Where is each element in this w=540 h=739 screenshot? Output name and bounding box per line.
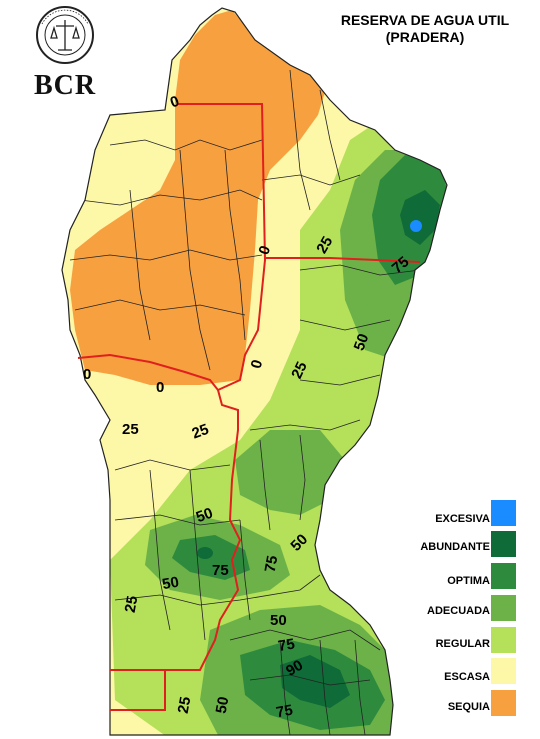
contour-label: 25 (288, 359, 310, 381)
contour-label: 0 (83, 366, 91, 383)
contour-label: 25 (190, 421, 211, 443)
contour-label: 0 (156, 379, 164, 396)
title-line-2: (PRADERA) (385, 29, 465, 45)
bcr-seal-logo (36, 6, 94, 64)
legend-swatch-optima (491, 563, 516, 589)
legend-swatch-excesiva (491, 500, 516, 526)
legend-label-regular: REGULAR (435, 638, 490, 650)
contour-label: 50 (213, 695, 233, 714)
legend-label-optima: OPTIMA (447, 575, 490, 587)
legend-label-escasa: ESCASA (444, 671, 490, 683)
contour-label: 50 (351, 331, 373, 352)
bcr-logo-text: BCR (34, 70, 97, 101)
legend-swatch-escasa (491, 658, 516, 684)
legend-swatch-adecuada (491, 595, 516, 621)
department-borders (69, 69, 421, 735)
contour-label: 75 (277, 635, 296, 655)
contour-label: 75 (275, 702, 294, 722)
contour-label: 25 (122, 595, 142, 614)
contour-label: 25 (175, 695, 195, 714)
contour-label: 50 (194, 505, 215, 527)
zone-excesiva (410, 220, 422, 232)
contour-label: 75 (262, 554, 282, 573)
legend-label-excesiva: EXCESIVA (435, 513, 490, 525)
legend-swatch-abundante (491, 531, 516, 557)
contour-label: 75 (212, 562, 229, 579)
zone-optima-west (172, 535, 250, 580)
legend-swatch-sequia (491, 690, 516, 716)
contour-label: 50 (270, 612, 287, 629)
map-title: RESERVA DE AGUA UTIL (PRADERA) (300, 12, 540, 46)
legend-label-abundante: ABUNDANTE (420, 541, 490, 553)
legend-label-adecuada: ADECUADA (427, 605, 490, 617)
zone-abundante-west (197, 547, 213, 559)
contour-label: 90 (283, 657, 306, 680)
legend-label-sequia: SEQUIA (447, 701, 490, 713)
zone-abundante-northeast (400, 190, 440, 245)
legend-swatch-regular (491, 627, 516, 653)
title-line-1: RESERVA DE AGUA UTIL (340, 12, 510, 28)
contour-label: 25 (313, 234, 336, 257)
zone-adecuada-center (235, 430, 345, 515)
contour-label: 25 (122, 421, 139, 438)
province-borders (77, 103, 421, 711)
contour-label: 50 (161, 574, 180, 594)
